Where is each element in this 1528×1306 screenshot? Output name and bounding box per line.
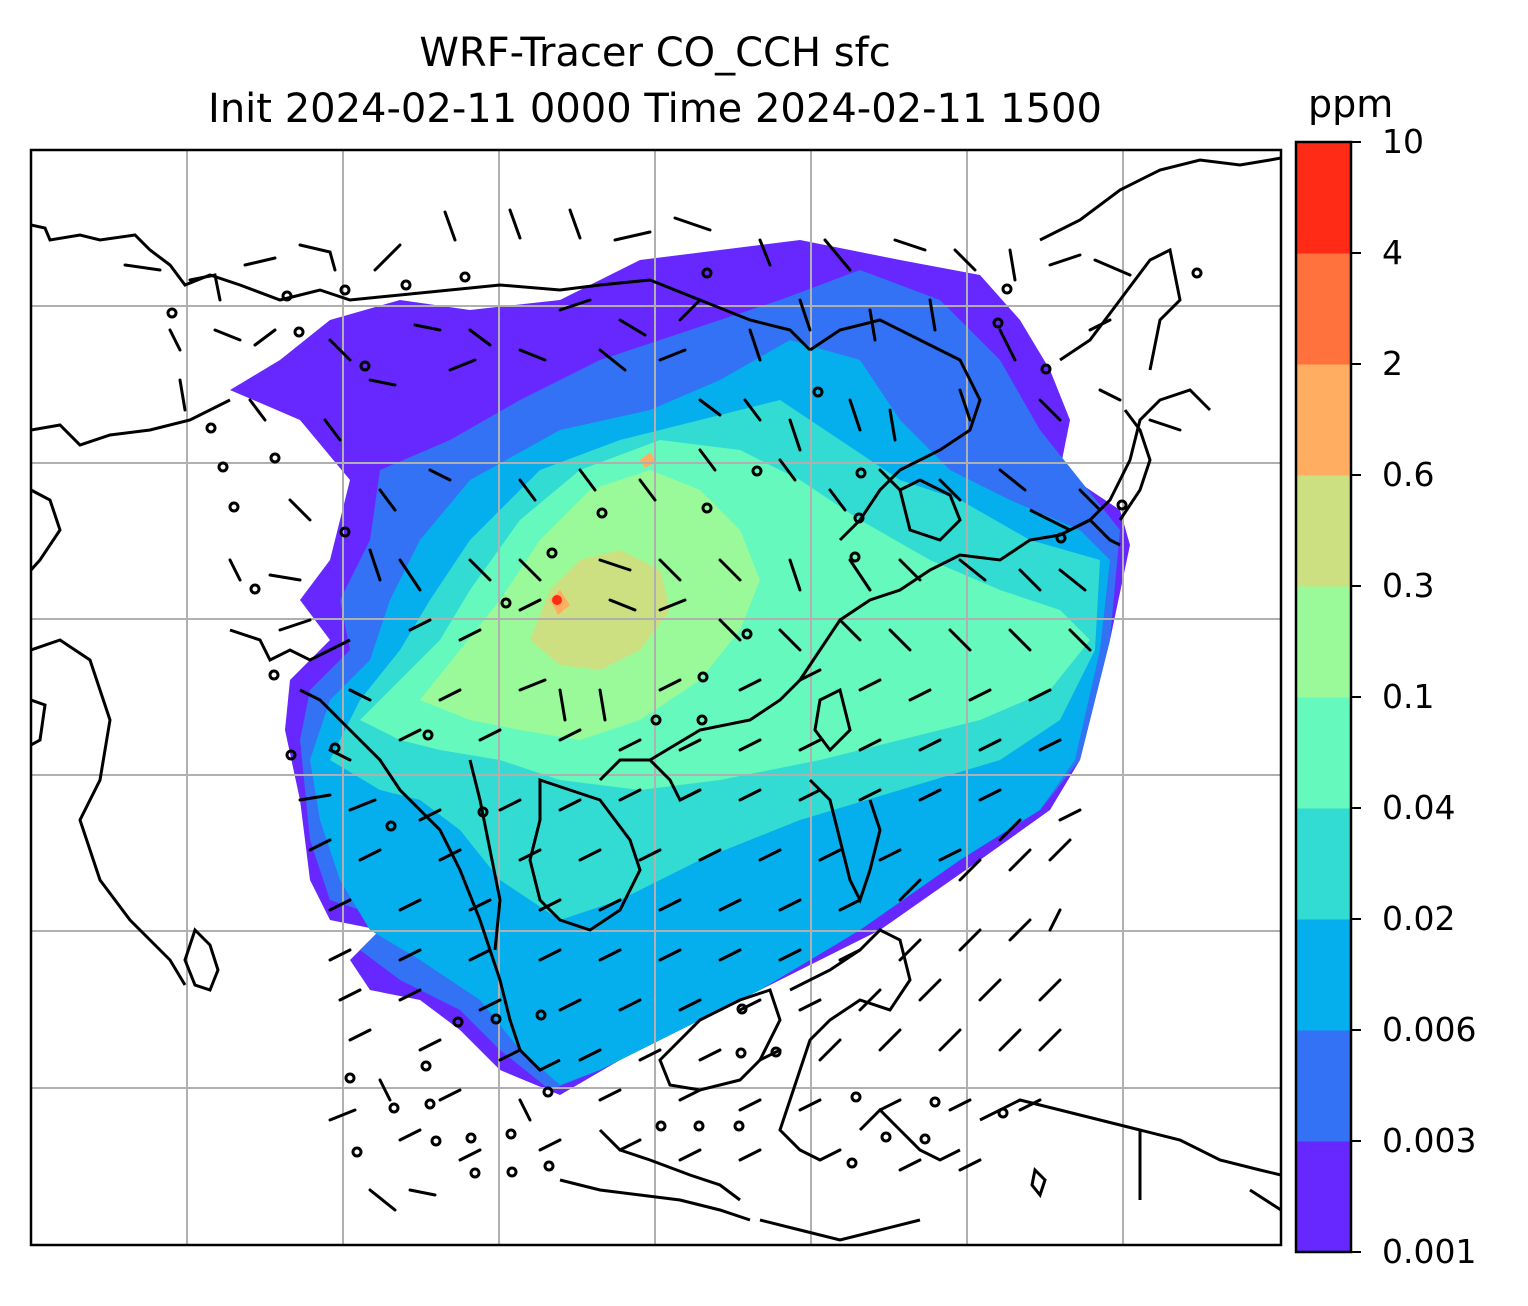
- colorbar-segment: [1296, 808, 1351, 920]
- colorbar-tick-label: 0.003: [1382, 1121, 1477, 1160]
- colorbar-segment: [1296, 1030, 1351, 1142]
- colorbar-tick-label: 0.6: [1382, 455, 1435, 494]
- colorbar-segment: [1296, 475, 1351, 587]
- colorbar-segment: [1296, 1141, 1351, 1253]
- map-title-line1: WRF-Tracer CO_CCH sfc: [419, 30, 891, 76]
- colorbar-tick-label: 0.001: [1382, 1232, 1477, 1271]
- colorbar-segment: [1296, 697, 1351, 809]
- colorbar-tick-label: 2: [1382, 344, 1403, 383]
- field-level-0.3: [530, 550, 670, 670]
- map-frame: [29, 148, 1283, 1247]
- colorbar-segment: [1296, 253, 1351, 365]
- wind-barbs: [123, 208, 1182, 1212]
- colorbar-tick-label: 4: [1382, 233, 1403, 272]
- colorbar-segment: [1296, 586, 1351, 698]
- gridlines: [31, 150, 1281, 1245]
- colorbar-segment: [1296, 142, 1351, 254]
- field-level-2: [552, 595, 562, 605]
- colorbar-segment: [1296, 364, 1351, 476]
- colorbar-tick-label: 10: [1382, 122, 1424, 161]
- colorbar-units-label: ppm: [1308, 82, 1394, 126]
- colorbar-tick-label: 0.1: [1382, 677, 1435, 716]
- colorbar-tick-label: 0.006: [1382, 1010, 1477, 1049]
- calm-wind-markers: [166, 267, 1203, 1179]
- colorbar-tick-label: 0.02: [1382, 899, 1456, 938]
- map-title-line2: Init 2024-02-11 0000 Time 2024-02-11 150…: [208, 86, 1102, 132]
- colorbar-tick-label: 0.3: [1382, 566, 1435, 605]
- colorbar-segment: [1296, 919, 1351, 1031]
- colorbar-tick-label: 0.04: [1382, 788, 1456, 827]
- coastlines: [31, 156, 1281, 1242]
